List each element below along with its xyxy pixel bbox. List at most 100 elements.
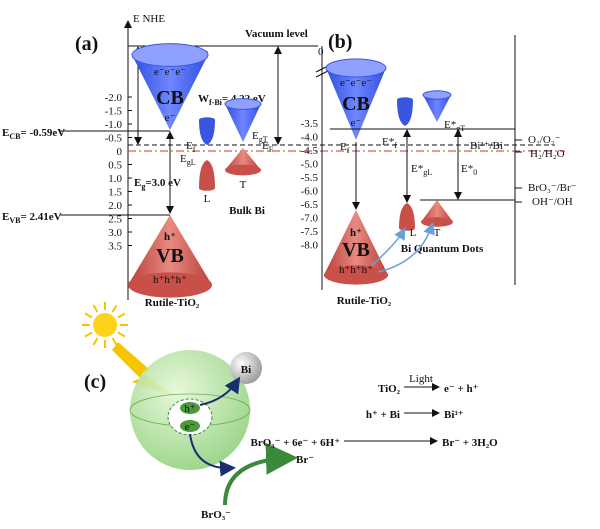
valley-label: T	[434, 227, 441, 239]
cb-cone-top	[325, 58, 387, 78]
tick-label: -4.5	[301, 145, 319, 157]
label-part: g	[141, 182, 145, 191]
electrons: e⁻e⁻e⁻	[340, 77, 372, 89]
electrons: e⁻e⁻e⁻	[154, 66, 186, 78]
valley-label: L	[410, 227, 417, 239]
label-part: E	[186, 140, 193, 152]
tick-label: -3.5	[301, 118, 319, 130]
cb-cone	[225, 104, 261, 142]
label-part: F	[269, 145, 274, 154]
redox-label: H₂/H₂O	[530, 148, 565, 160]
redox-label: BrO₃⁻/Br⁻	[528, 182, 577, 194]
electron-site	[180, 420, 200, 432]
band-droplet	[199, 120, 215, 145]
cb-cone-top	[224, 98, 262, 110]
tick-label: -7.5	[301, 226, 319, 238]
vb-cone	[128, 215, 212, 285]
valley-label: L	[204, 193, 211, 205]
sun	[93, 313, 117, 337]
label-part: f	[347, 146, 350, 155]
sun-ray	[111, 304, 118, 313]
holes: h⁺h⁺h⁺	[339, 264, 373, 276]
hole-arrow	[199, 376, 241, 406]
equation-right: Br⁻ + 3H₂O	[442, 437, 498, 449]
band-droplet-cap	[199, 185, 215, 191]
tick-label: 1.5	[108, 187, 122, 199]
transfer-arrow	[377, 222, 435, 273]
gap-label: E*gL	[411, 163, 432, 177]
vb-cone-base	[225, 164, 261, 176]
label-part: gL	[423, 168, 432, 177]
electron: e⁻	[165, 112, 176, 124]
label-part: gT	[259, 135, 268, 144]
cb-cone-top	[422, 90, 452, 100]
sun-ray	[84, 312, 93, 319]
gap-label: E*gT	[444, 119, 465, 133]
vb-cone-base	[324, 265, 388, 285]
equation-right: Bi³⁺	[444, 409, 464, 421]
tick-label: -0.5	[105, 133, 123, 145]
quantum-dots-label: Bi Quantum Dots	[401, 243, 484, 255]
bi-particle	[230, 352, 262, 384]
label-part: E	[2, 127, 9, 139]
band-droplet	[397, 100, 413, 126]
panel-label: (c)	[84, 371, 106, 393]
label-part: =3.0 eV	[145, 177, 181, 189]
reduction-arrow	[223, 442, 298, 506]
vb-cone	[225, 148, 261, 170]
gap-label: EgT	[252, 130, 268, 144]
band-droplet-cap	[199, 117, 215, 123]
sun-ray	[117, 312, 126, 319]
redox-label: Bi³⁺/Bi	[470, 140, 503, 152]
label-part: E	[252, 130, 259, 142]
label-part: f-Bi	[209, 98, 223, 107]
sun-ray	[117, 331, 126, 338]
label-part: E	[180, 153, 187, 165]
label-part: E	[2, 211, 9, 223]
tick-label: -5.5	[301, 172, 319, 184]
bromide-label: Br⁻	[296, 454, 314, 466]
label-part: gL	[187, 158, 196, 167]
cb-label: CB	[156, 87, 184, 109]
light-bolt	[112, 342, 178, 398]
label-part: VB	[9, 216, 21, 225]
redox-label: OH⁻/OH	[532, 196, 573, 208]
tick-label: 0.5	[108, 160, 122, 172]
tick-label: -8.0	[301, 240, 319, 252]
label-part: = -0.59eV	[20, 127, 65, 139]
hole: h⁺	[350, 227, 362, 239]
sun-ray	[92, 304, 99, 313]
tick-label: -6.0	[301, 186, 319, 198]
valley-label: T	[240, 179, 247, 191]
fermi-label: E*f	[382, 136, 397, 150]
tick-label: 2.0	[108, 200, 122, 212]
vb-energy: EVB= 2.41eV	[2, 211, 62, 225]
label-part: E*	[461, 163, 473, 175]
fermi-label: Ef	[186, 140, 196, 154]
sun-ray	[92, 337, 99, 346]
material-label: Rutile-TiO₂	[145, 297, 200, 309]
hole-site	[180, 402, 200, 414]
vb-label: VB	[156, 245, 184, 267]
vb-cone-base	[128, 272, 212, 298]
vb-cone	[421, 200, 453, 222]
equation-left: BrO₃⁻ + 6e⁻ + 6H⁺	[251, 437, 341, 449]
label-part: CB	[9, 132, 21, 141]
label-part: f	[193, 145, 196, 154]
bi-label: Bi	[241, 364, 251, 376]
cb-cone-top	[131, 43, 209, 67]
tick-label: 3.0	[108, 227, 122, 239]
hole: h⁺	[164, 231, 176, 243]
label-part: E*	[382, 136, 394, 148]
sun-ray	[111, 337, 118, 346]
equation-condition: Light	[409, 373, 433, 385]
equation-right: e⁻ + h⁺	[444, 383, 479, 395]
holes: h⁺h⁺h⁺	[153, 274, 187, 286]
tick-label: 1.0	[108, 173, 122, 185]
bulk-bi-label: Bulk Bi	[229, 205, 265, 217]
label-part: E*	[411, 163, 423, 175]
label-part: E	[340, 141, 347, 153]
band-droplet-cap	[397, 97, 413, 103]
panel-label: (b)	[328, 31, 352, 53]
axis-title: E NHE	[133, 13, 165, 25]
